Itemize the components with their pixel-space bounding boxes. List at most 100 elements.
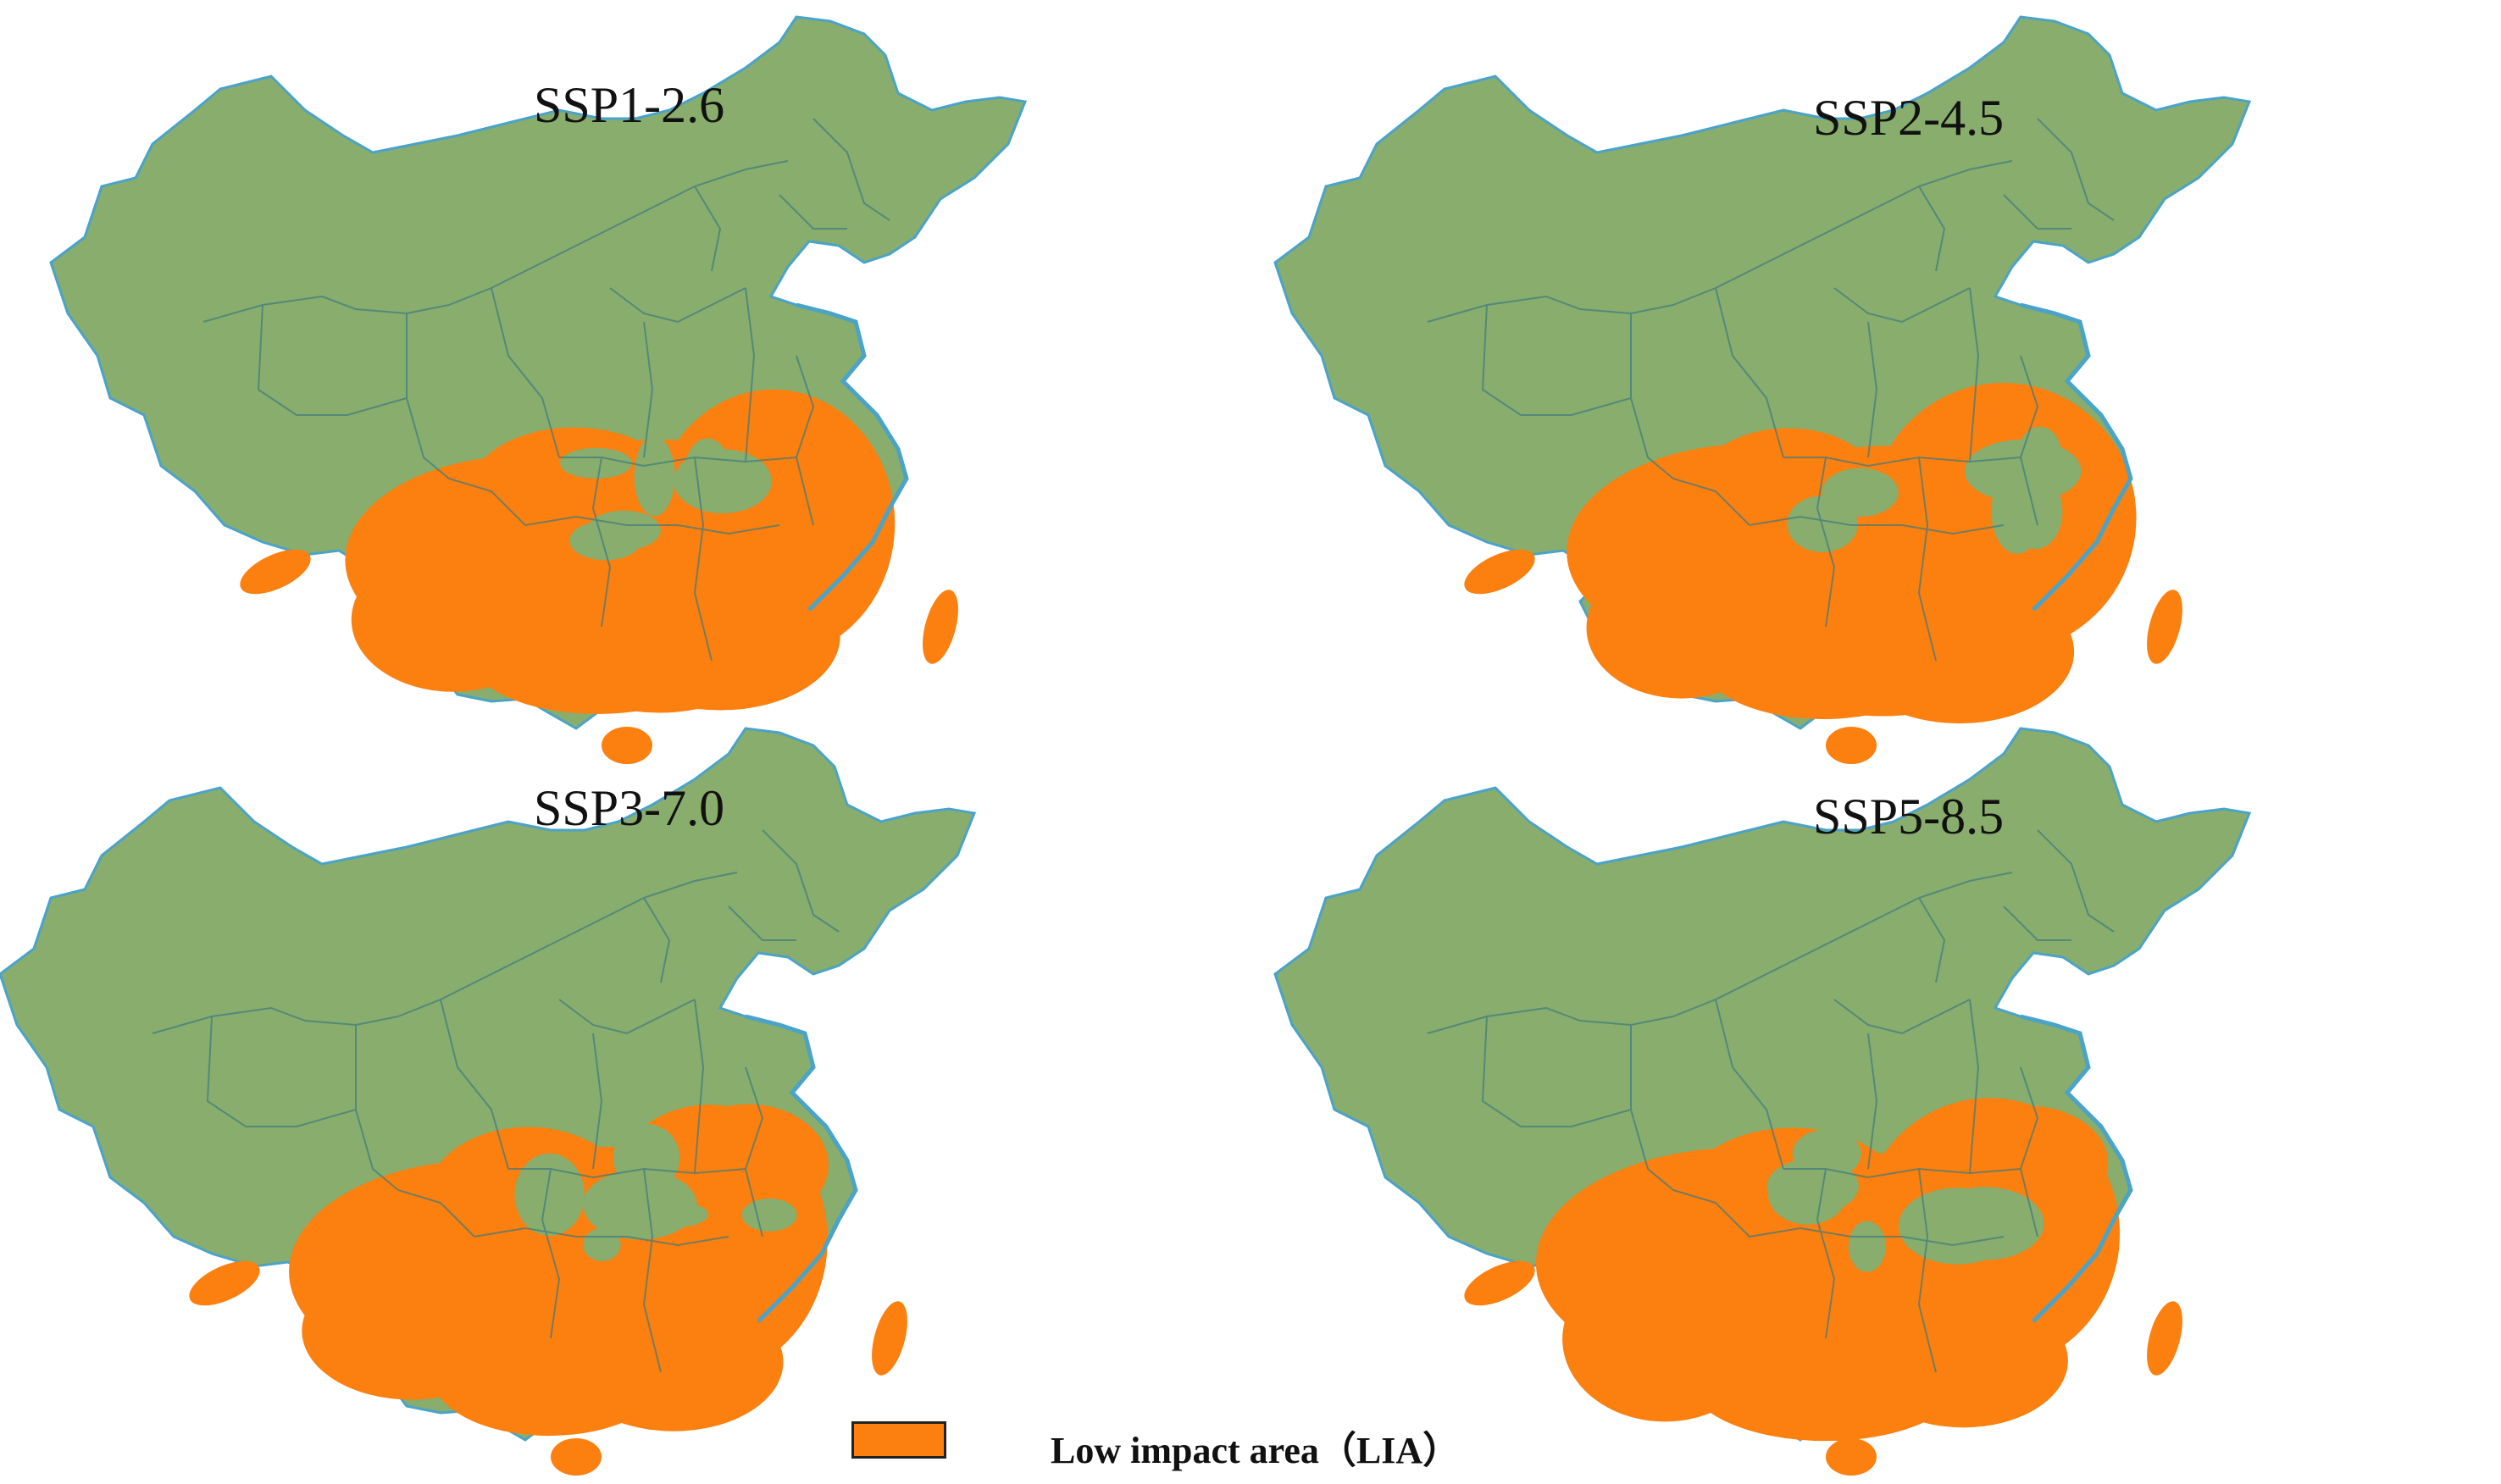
province-boundary: [744, 1066, 764, 1238]
province-boundary: [406, 313, 450, 479]
province-boundary: [812, 118, 890, 221]
panel-title: SSP5-8.5: [1813, 789, 2005, 844]
hainan-island: [602, 727, 652, 764]
province-boundary: [2037, 118, 2115, 221]
province-boundary: [1427, 295, 1674, 323]
province-boundary: [694, 186, 722, 272]
low-impact-patch: [1844, 579, 2075, 724]
province-boundary: [541, 1168, 561, 1339]
province-boundary: [1816, 1168, 1836, 1339]
map-panel-ssp2-4.5: SSP2-4.5: [1273, 15, 2478, 764]
province-boundary: [202, 295, 450, 323]
hainan-island: [551, 1438, 602, 1476]
province-boundary: [1918, 897, 1946, 983]
province-boundary: [1833, 999, 1971, 1035]
land-gap: [1898, 1188, 2017, 1265]
panel-title: SSP1-2.6: [534, 77, 725, 133]
low-impact-patch: [1464, 1260, 1535, 1306]
province-boundary: [1715, 999, 1784, 1170]
land-gap: [514, 1153, 585, 1236]
province-boundary: [257, 304, 408, 416]
hainan-island: [1826, 727, 1877, 764]
province-boundary: [1672, 1189, 1750, 1238]
province-boundary: [558, 999, 696, 1035]
province-boundary: [152, 1006, 399, 1034]
taiwan-island: [923, 590, 958, 664]
province-boundary: [643, 321, 654, 458]
province-boundary: [2019, 355, 2039, 526]
province-boundary: [1427, 1006, 1674, 1034]
province-boundary: [1918, 186, 1946, 272]
province-boundaries: [152, 829, 840, 1373]
province-boundary: [1816, 457, 1836, 628]
province-boundary: [474, 1227, 729, 1247]
coastline: [745, 1014, 858, 1323]
province-boundary: [592, 1033, 603, 1170]
province-boundary: [1783, 1167, 2021, 1179]
map-panel-ssp1-2.6: SSP1-2.6: [49, 15, 1254, 764]
province-boundaries: [1427, 118, 2115, 662]
china-map: [49, 15, 1028, 764]
low-impact-patch: [240, 549, 311, 595]
province-boundary: [491, 287, 560, 458]
coastline: [796, 302, 909, 612]
province-boundary: [1672, 478, 1750, 526]
province-boundary: [1783, 456, 2021, 468]
land-gap: [1991, 469, 2044, 554]
province-boundary: [694, 999, 705, 1174]
province-boundary: [2003, 194, 2071, 230]
coastline: [2020, 1014, 2133, 1323]
hainan-island: [1826, 1438, 1877, 1476]
province-boundary: [524, 515, 780, 535]
province-boundary: [1715, 287, 1784, 458]
province-boundary: [745, 287, 756, 462]
taiwan-island: [872, 1301, 907, 1376]
province-boundary: [448, 236, 594, 306]
coastline: [2020, 302, 2133, 612]
land-gap: [582, 1170, 697, 1240]
province-boundary: [1749, 1227, 2005, 1247]
province-boundary: [355, 1025, 399, 1191]
province-boundary: [448, 478, 526, 526]
land-gap: [674, 449, 772, 514]
province-boundary: [2037, 829, 2115, 933]
low-impact-patch: [563, 1293, 784, 1431]
province-boundary: [762, 829, 840, 933]
land-gap: [741, 1199, 797, 1232]
province-boundary: [1969, 287, 1980, 462]
province-boundary: [2003, 905, 2071, 941]
province-boundary: [1481, 304, 1632, 416]
province-boundary: [1833, 287, 1971, 324]
province-boundary: [1917, 457, 1937, 662]
taiwan-island: [2147, 590, 2182, 664]
province-boundary: [779, 194, 847, 230]
province-boundary: [693, 457, 713, 662]
low-impact-region: [189, 1104, 907, 1476]
province-boundary: [397, 1189, 475, 1238]
province-boundary: [1867, 1033, 1878, 1170]
province-boundary: [1969, 999, 1980, 1174]
province-boundary: [1672, 236, 1818, 306]
province-boundary: [508, 1167, 746, 1179]
map-panel-ssp3-7.0: SSP3-7.0: [0, 727, 1203, 1476]
province-boundary: [440, 999, 509, 1170]
china-map: [0, 727, 977, 1476]
land-gap: [634, 435, 675, 517]
province-boundary: [1672, 948, 1818, 1017]
land-gap: [560, 447, 633, 479]
low-impact-patch: [600, 562, 840, 711]
low-impact-patch: [1464, 549, 1535, 595]
province-boundary: [728, 905, 796, 941]
legend: Low impact area（LIA）: [851, 1416, 1614, 1471]
legend-swatch-low-impact: [851, 1421, 946, 1459]
province-boundary: [642, 1168, 662, 1373]
land-gap: [586, 510, 661, 551]
low-impact-patch: [189, 1260, 260, 1306]
province-boundaries: [1427, 829, 2115, 1373]
province-boundary: [206, 1016, 357, 1127]
china-map: [1273, 15, 2252, 764]
land-gap: [1848, 1221, 1886, 1272]
province-boundary: [1917, 1168, 1937, 1373]
province-boundary: [1749, 515, 2005, 535]
province-boundary: [1481, 1016, 1632, 1127]
